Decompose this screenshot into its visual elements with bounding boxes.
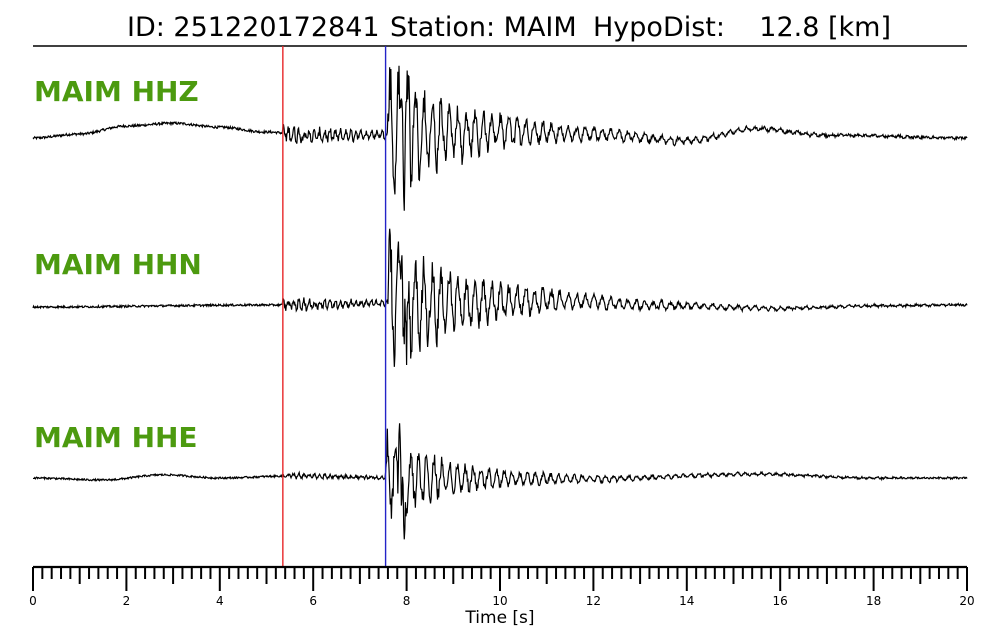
trace-maim-hhe xyxy=(32,423,968,540)
x-axis-label: Time [s] xyxy=(464,608,534,628)
x-tick-label: 4 xyxy=(216,594,224,608)
time-axis: 0 2 4 6 8 10 12 14 16 18 20 Time [s] xyxy=(29,565,975,628)
x-tick-label: 16 xyxy=(773,594,788,608)
x-tick-label: 20 xyxy=(959,594,974,608)
channel-label-maim-hhe: MAIM HHE xyxy=(34,421,198,454)
x-tick-label: 0 xyxy=(29,594,37,608)
x-tick-label: 2 xyxy=(123,594,131,608)
x-tick-label: 6 xyxy=(309,594,317,608)
x-tick-label: 12 xyxy=(586,594,601,608)
title-hypodist: HypoDist: 12.8 [km] xyxy=(593,12,891,43)
phase-picks xyxy=(282,46,387,567)
traces-layer xyxy=(32,65,968,540)
x-tick-label: 10 xyxy=(492,594,507,608)
channel-label-maim-hhn: MAIM HHN xyxy=(34,248,202,281)
x-tick-label: 14 xyxy=(679,594,694,608)
trace-maim-hhn xyxy=(32,228,968,367)
title-event-id: ID: 251220172841 xyxy=(127,12,380,43)
title-station: Station: MAIM xyxy=(390,12,577,43)
x-tick-label: 8 xyxy=(403,594,411,608)
trace-maim-hhz xyxy=(32,65,968,211)
x-tick-label: 18 xyxy=(866,594,881,608)
channel-labels: MAIM HHZ MAIM HHN MAIM HHE xyxy=(34,75,202,454)
figure-title: ID: 251220172841 Station: MAIM HypoDist:… xyxy=(127,12,891,43)
channel-label-maim-hhz: MAIM HHZ xyxy=(34,75,199,108)
